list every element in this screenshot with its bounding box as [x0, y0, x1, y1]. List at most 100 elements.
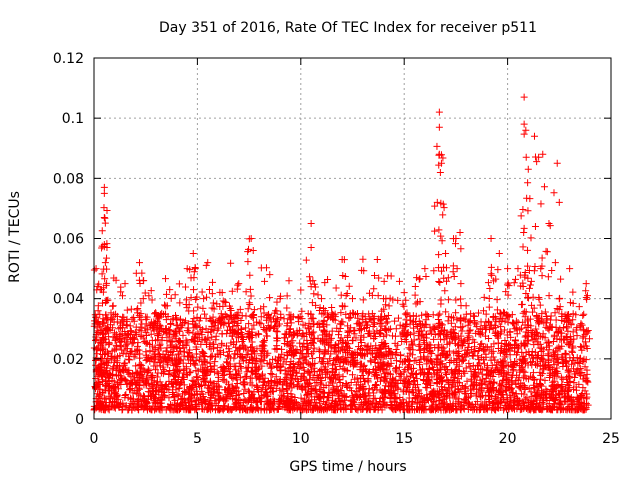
data-point — [151, 350, 159, 358]
data-point — [543, 387, 551, 395]
data-point — [564, 387, 572, 395]
data-point — [327, 350, 335, 358]
data-point — [320, 309, 328, 317]
data-point — [266, 271, 274, 279]
data-point — [202, 335, 210, 343]
data-point — [112, 393, 120, 401]
data-point — [135, 259, 143, 267]
data-point — [447, 376, 455, 384]
data-point — [562, 323, 570, 331]
data-point — [434, 324, 442, 332]
x-tick-label: 25 — [602, 431, 620, 447]
data-point — [219, 375, 227, 383]
data-point — [189, 250, 197, 258]
data-point — [502, 288, 510, 296]
data-point — [148, 296, 156, 304]
data-point — [486, 285, 494, 293]
data-point — [447, 329, 455, 337]
data-point — [330, 357, 338, 365]
data-point — [102, 377, 110, 385]
data-point — [210, 305, 218, 313]
data-point — [562, 374, 570, 382]
data-point — [492, 317, 500, 325]
data-point — [494, 387, 502, 395]
data-point — [384, 272, 392, 280]
data-point — [302, 256, 310, 264]
data-point — [504, 318, 512, 326]
data-point — [411, 291, 419, 299]
data-point — [403, 309, 411, 317]
data-point — [541, 376, 549, 384]
data-point — [231, 403, 239, 411]
data-point — [343, 367, 351, 375]
data-point — [361, 399, 369, 407]
data-point — [99, 334, 107, 342]
data-point — [374, 362, 382, 370]
data-point — [563, 362, 571, 370]
data-point — [521, 313, 529, 321]
data-point — [580, 310, 588, 318]
data-point — [151, 319, 159, 327]
data-point — [528, 301, 536, 309]
data-point — [435, 320, 443, 328]
data-point — [520, 120, 528, 128]
data-point — [509, 319, 517, 327]
data-point — [519, 367, 527, 375]
data-point — [445, 347, 453, 355]
data-point — [97, 406, 105, 414]
data-point — [171, 396, 179, 404]
data-point — [96, 385, 104, 393]
data-point — [96, 339, 104, 347]
data-point — [111, 355, 119, 363]
data-point — [572, 406, 580, 414]
data-point — [462, 384, 470, 392]
data-point — [309, 406, 317, 414]
data-point — [120, 361, 128, 369]
data-point — [438, 267, 446, 275]
data-point — [202, 325, 210, 333]
data-point — [246, 271, 254, 279]
data-point — [103, 297, 111, 305]
data-point — [399, 328, 407, 336]
data-point — [136, 279, 144, 287]
data-point — [240, 381, 248, 389]
data-point — [320, 316, 328, 324]
data-point — [355, 385, 363, 393]
data-point — [318, 404, 326, 412]
data-point — [307, 244, 315, 252]
data-point — [199, 304, 207, 312]
data-point — [452, 334, 460, 342]
data-point — [380, 332, 388, 340]
data-point — [283, 349, 291, 357]
data-point — [187, 368, 195, 376]
data-point — [524, 246, 532, 254]
data-point — [340, 346, 348, 354]
data-point — [185, 402, 193, 410]
data-point — [350, 399, 358, 407]
data-point — [245, 235, 253, 243]
data-point — [195, 334, 203, 342]
data-point — [530, 385, 538, 393]
data-point — [207, 345, 215, 353]
data-point — [246, 301, 254, 309]
data-point — [224, 404, 232, 412]
data-point — [397, 332, 405, 340]
data-point — [192, 345, 200, 353]
data-point — [162, 290, 170, 298]
data-point — [267, 323, 275, 331]
data-point — [532, 402, 540, 410]
data-point — [123, 306, 131, 314]
data-point — [248, 328, 256, 336]
data-point — [449, 235, 457, 243]
data-point — [146, 322, 154, 330]
data-point — [427, 405, 435, 413]
data-point — [269, 404, 277, 412]
data-point — [214, 324, 222, 332]
data-point — [229, 323, 237, 331]
data-point — [225, 406, 233, 414]
data-point — [451, 374, 459, 382]
data-point — [377, 353, 385, 361]
data-point — [300, 354, 308, 362]
data-point — [454, 386, 462, 394]
data-point — [454, 375, 462, 383]
